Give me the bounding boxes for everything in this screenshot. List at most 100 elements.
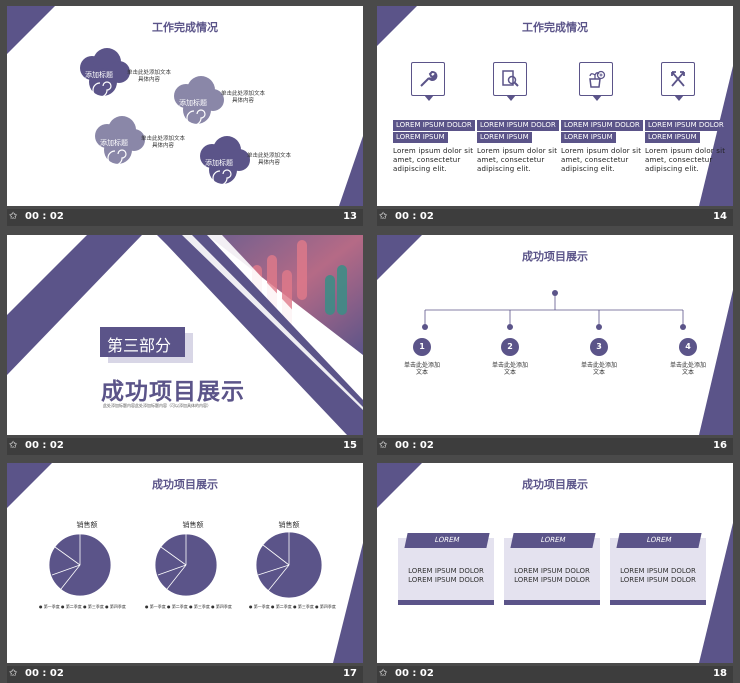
corner-decoration xyxy=(7,6,363,206)
cloud-label: 添加标题 xyxy=(100,139,128,147)
corner-decoration xyxy=(377,235,733,435)
cloud-text: 单击此处添加文本 具体内容 xyxy=(221,91,266,104)
section-heading: 成功项目展示 xyxy=(101,379,245,405)
item-label-2: LOREM IPSUM xyxy=(561,132,616,143)
card-body: LOREM IPSUM DOLOR LOREM IPSUM DOLOR xyxy=(408,567,484,584)
slide-time: 00 : 02 xyxy=(25,668,64,679)
pie-title: 销售额 xyxy=(278,521,300,529)
info-card xyxy=(504,538,600,604)
slide-footer: ✩ 00 : 02 15 xyxy=(7,438,363,455)
slide-footer: ✩ 00 : 02 14 xyxy=(377,209,733,226)
card-foot xyxy=(504,600,600,605)
item-label-1: LOREM IPSUM DOLOR xyxy=(393,120,475,131)
corner-decoration xyxy=(377,6,733,206)
star-icon[interactable]: ✩ xyxy=(9,211,18,222)
slide-footer: ✩ 00 : 02 17 xyxy=(7,666,363,683)
pie-legend: ● 第一季度 ● 第二季度 ● 第三季度 ● 第四季度 xyxy=(39,604,126,609)
item-body: Lorem ipsum dolor sit amet, consectetur ad… xyxy=(561,147,642,173)
section-part-box xyxy=(100,327,185,357)
item-label-2: LOREM IPSUM xyxy=(477,132,532,143)
pie-legend: ● 第一季度 ● 第二季度 ● 第三季度 ● 第四季度 xyxy=(249,604,336,609)
slide-time: 00 : 02 xyxy=(395,668,434,679)
section-part-label: 第三部分 xyxy=(107,336,172,355)
step-label: 单击此处添加 文本 xyxy=(580,362,617,376)
pie-legend: ● 第一季度 ● 第二季度 ● 第三季度 ● 第四季度 xyxy=(145,604,232,609)
info-card xyxy=(610,538,706,604)
item-body: Lorem ipsum dolor sit amet, consectetur ad… xyxy=(477,147,558,173)
slide-time: 00 : 02 xyxy=(395,440,434,451)
slide-number: 18 xyxy=(713,668,727,679)
cloud-shapes xyxy=(80,48,250,186)
step-label: 单击此处添加 文本 xyxy=(403,362,440,376)
tree-node-dot xyxy=(422,324,428,330)
slide-title: 工作完成情况 xyxy=(522,21,588,34)
slide-title: 成功项目展示 xyxy=(152,478,218,491)
wrench-icon xyxy=(411,62,445,101)
step-label: 单击此处添加 文本 xyxy=(669,362,706,376)
card-foot xyxy=(398,600,494,605)
tree-lines xyxy=(424,295,684,327)
item-body: Lorem ipsum dolor sit amet, consectetur ad… xyxy=(393,147,474,173)
pie-charts xyxy=(48,531,323,599)
star-icon[interactable]: ✩ xyxy=(9,668,18,679)
slide-footer: ✩ 00 : 02 13 xyxy=(7,209,363,226)
cloud-text: 单击此处添加文本 具体内容 xyxy=(127,70,172,83)
tree-root-dot xyxy=(552,290,558,296)
slide-time: 00 : 02 xyxy=(395,211,434,222)
slide-number: 13 xyxy=(343,211,357,222)
step-number: 3 xyxy=(590,338,608,356)
step-number: 4 xyxy=(679,338,697,356)
item-label-1: LOREM IPSUM DOLOR xyxy=(477,120,559,131)
slide-number: 15 xyxy=(343,440,357,451)
item-body: Lorem ipsum dolor sit amet, consectetur ad… xyxy=(645,147,726,173)
card-foot xyxy=(610,600,706,605)
step-number: 2 xyxy=(501,338,519,356)
card-body: LOREM IPSUM DOLOR LOREM IPSUM DOLOR xyxy=(514,567,590,584)
slide-number: 14 xyxy=(713,211,727,222)
section-decoration xyxy=(7,235,363,435)
slide-number: 17 xyxy=(343,668,357,679)
card-head: LOREM xyxy=(616,533,702,548)
info-card xyxy=(398,538,494,604)
star-icon[interactable]: ✩ xyxy=(379,440,388,451)
corner-decoration xyxy=(7,463,363,663)
slide-title: 工作完成情况 xyxy=(152,21,218,34)
star-icon[interactable]: ✩ xyxy=(379,211,388,222)
corner-decoration xyxy=(377,463,733,663)
slide-title: 成功项目展示 xyxy=(522,250,588,263)
item-label-2: LOREM IPSUM xyxy=(393,132,448,143)
slide-time: 00 : 02 xyxy=(25,440,64,451)
slide-17[interactable]: 成功项目展示 销售额 销售额 销售额 ● 第一季度 ● 第二季度 ● 第三季度 … xyxy=(7,463,363,663)
pie-title: 销售额 xyxy=(76,521,98,529)
cloud-label: 添加标题 xyxy=(179,99,207,107)
card-body: LOREM IPSUM DOLOR LOREM IPSUM DOLOR xyxy=(620,567,696,584)
tools-arrows-icon xyxy=(661,62,695,101)
star-icon[interactable]: ✩ xyxy=(9,440,18,451)
slide-16[interactable]: 成功项目展示 1 2 3 4 单击此处添加 文本 单击此处添加 文本 单击此处添加文… xyxy=(377,235,733,435)
slide-title: 成功项目展示 xyxy=(522,478,588,491)
item-label-2: LOREM IPSUM xyxy=(645,132,700,143)
card-head: LOREM xyxy=(404,533,490,548)
item-label-1: LOREM IPSUM DOLOR xyxy=(645,120,727,131)
slide-footer: ✩ 00 : 02 16 xyxy=(377,438,733,455)
slide-number: 16 xyxy=(713,440,727,451)
section-subtitle: 此处添加标题内容此处添加标题内容（可以添加具体的内容） xyxy=(103,403,211,408)
step-number: 1 xyxy=(413,338,431,356)
slide-14[interactable]: 工作完成情况 LOREM IPSUM DOLOR LOREM IPSUM Lor… xyxy=(377,6,733,206)
star-icon[interactable]: ✩ xyxy=(379,668,388,679)
slide-13[interactable]: 工作完成情况 添加标题 添加标题 添加标题 添加标题 单击此处添加文本 具体内容 … xyxy=(7,6,363,206)
cloud-text: 单击此处添加文本 具体内容 xyxy=(141,136,186,149)
tree-node-dot xyxy=(596,324,602,330)
pie-title: 销售额 xyxy=(182,521,204,529)
slide-18[interactable]: 成功项目展示 LOREM LOREM LOREM LOREM IPSUM DOL… xyxy=(377,463,733,663)
step-label: 单击此处添加 文本 xyxy=(491,362,528,376)
tree-node-dot xyxy=(507,324,513,330)
cloud-label: 添加标题 xyxy=(205,159,233,167)
slide-15[interactable]: 第三部分 成功项目展示 此处添加标题内容此处添加标题内容（可以添加具体的内容） xyxy=(7,235,363,435)
plant-add-icon xyxy=(579,62,613,101)
search-document-icon xyxy=(493,62,527,101)
card-head: LOREM xyxy=(510,533,596,548)
slide-footer: ✩ 00 : 02 18 xyxy=(377,666,733,683)
cloud-label: 添加标题 xyxy=(85,71,113,79)
slide-time: 00 : 02 xyxy=(25,211,64,222)
